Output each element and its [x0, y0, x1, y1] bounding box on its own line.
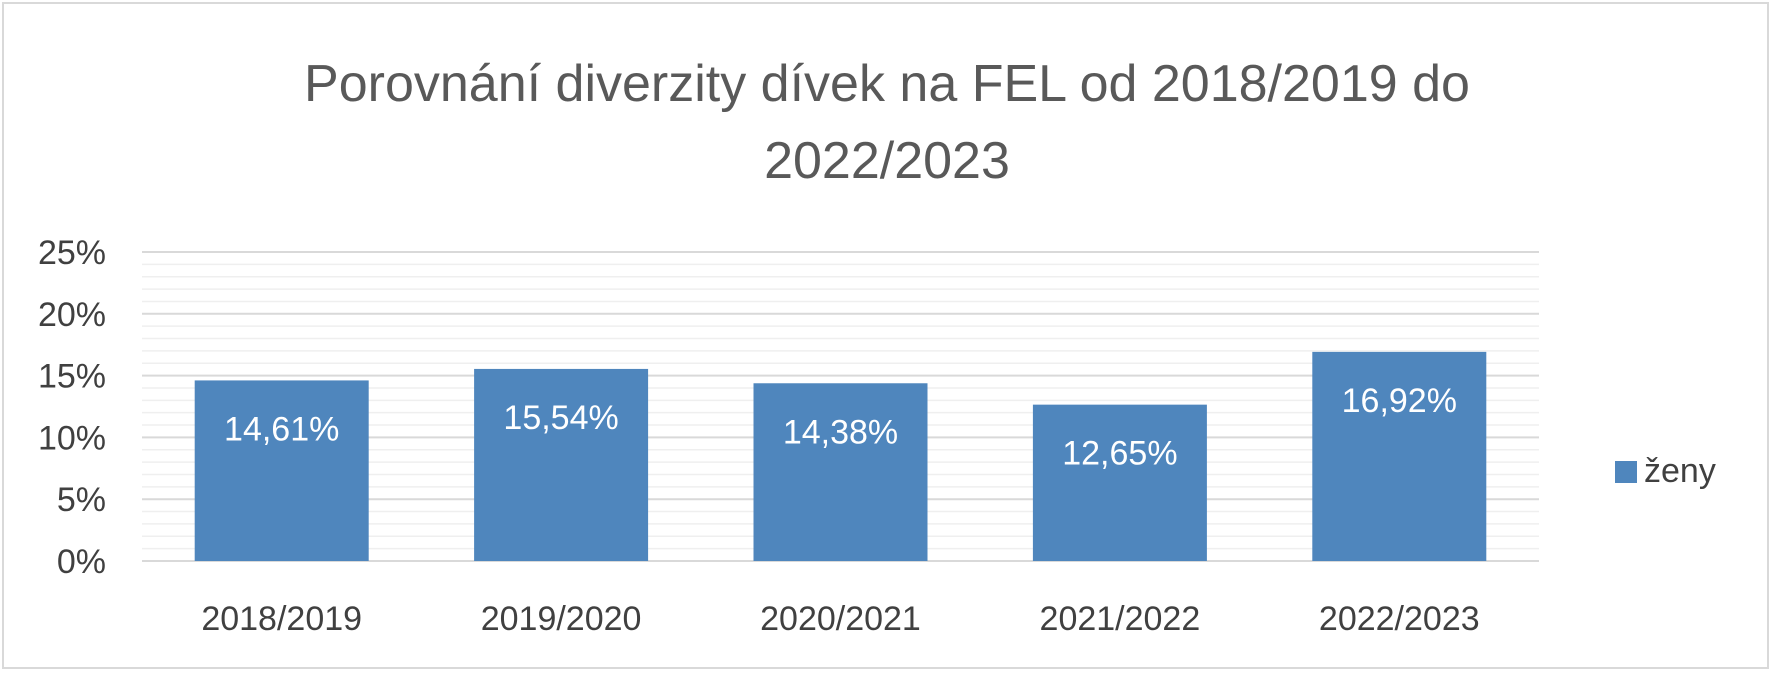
- data-label: 15,54%: [503, 399, 618, 437]
- data-label: 12,65%: [1062, 435, 1177, 473]
- bar: [753, 383, 928, 561]
- bar-chart: Porovnání diverzity dívek na FEL od 2018…: [38, 55, 1716, 638]
- chart-title: Porovnání diverzity dívek na FEL od 2018…: [304, 55, 1470, 190]
- chart-title-line-1: Porovnání diverzity dívek na FEL od 2018…: [304, 55, 1470, 113]
- x-axis: 2018/2019 2019/2020 2020/2021 2021/2022 2022…: [201, 600, 1479, 638]
- x-tick-label: 2020/2021: [760, 600, 921, 638]
- legend: ženy: [1615, 452, 1716, 490]
- x-tick-label: 2022/2023: [1319, 600, 1480, 638]
- data-label: 16,92%: [1342, 382, 1457, 420]
- y-tick-label: 0%: [57, 543, 106, 581]
- bar: [474, 368, 649, 561]
- y-axis: 0% 5% 10% 15% 20% 25%: [38, 234, 106, 581]
- y-tick-label: 5%: [57, 481, 106, 519]
- y-tick-label: 15%: [38, 358, 106, 396]
- legend-label: ženy: [1644, 452, 1716, 490]
- minor-gridlines: [142, 263, 1539, 550]
- legend-swatch: [1615, 461, 1637, 483]
- x-tick-label: 2019/2020: [481, 600, 642, 638]
- y-tick-label: 25%: [38, 234, 106, 272]
- bars: 14,61% 15,54% 14,38% 12,65% 16,92%: [194, 351, 1487, 561]
- x-tick-label: 2021/2022: [1040, 600, 1201, 638]
- y-tick-label: 20%: [38, 296, 106, 334]
- bar: [1312, 351, 1487, 561]
- data-label: 14,61%: [224, 410, 339, 448]
- bar: [194, 380, 369, 561]
- data-label: 14,38%: [783, 413, 898, 451]
- y-tick-label: 10%: [38, 419, 106, 457]
- bar: [1032, 404, 1207, 561]
- x-tick-label: 2018/2019: [201, 600, 362, 638]
- chart-title-line-2: 2022/2023: [764, 132, 1010, 190]
